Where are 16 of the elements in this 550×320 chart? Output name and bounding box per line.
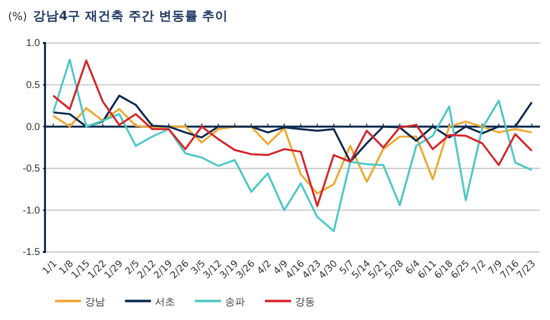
- line-series: [52, 107, 533, 194]
- x-tick-label: 1/1: [40, 258, 60, 277]
- legend-label: 강남: [85, 297, 105, 308]
- x-tick-label: 7/2: [470, 258, 488, 277]
- y-tick-label: 1.0: [26, 38, 40, 50]
- legend-label: 송파: [225, 297, 245, 308]
- y-tick-label: -1.5: [22, 247, 40, 258]
- y-tick-label: -0.5: [22, 164, 40, 175]
- chart-title: 강남4구 재건축 주간 변동률 추이: [33, 8, 228, 23]
- y-tick-label: 0.5: [26, 80, 40, 91]
- y-tick-label: -1.0: [22, 205, 40, 216]
- y-tick-label: 0.0: [26, 122, 40, 133]
- legend-label: 서초: [155, 297, 175, 308]
- y-axis-title: (%): [8, 10, 28, 23]
- legend-label: 강동: [295, 297, 315, 308]
- x-tick-label: 4/2: [255, 258, 274, 277]
